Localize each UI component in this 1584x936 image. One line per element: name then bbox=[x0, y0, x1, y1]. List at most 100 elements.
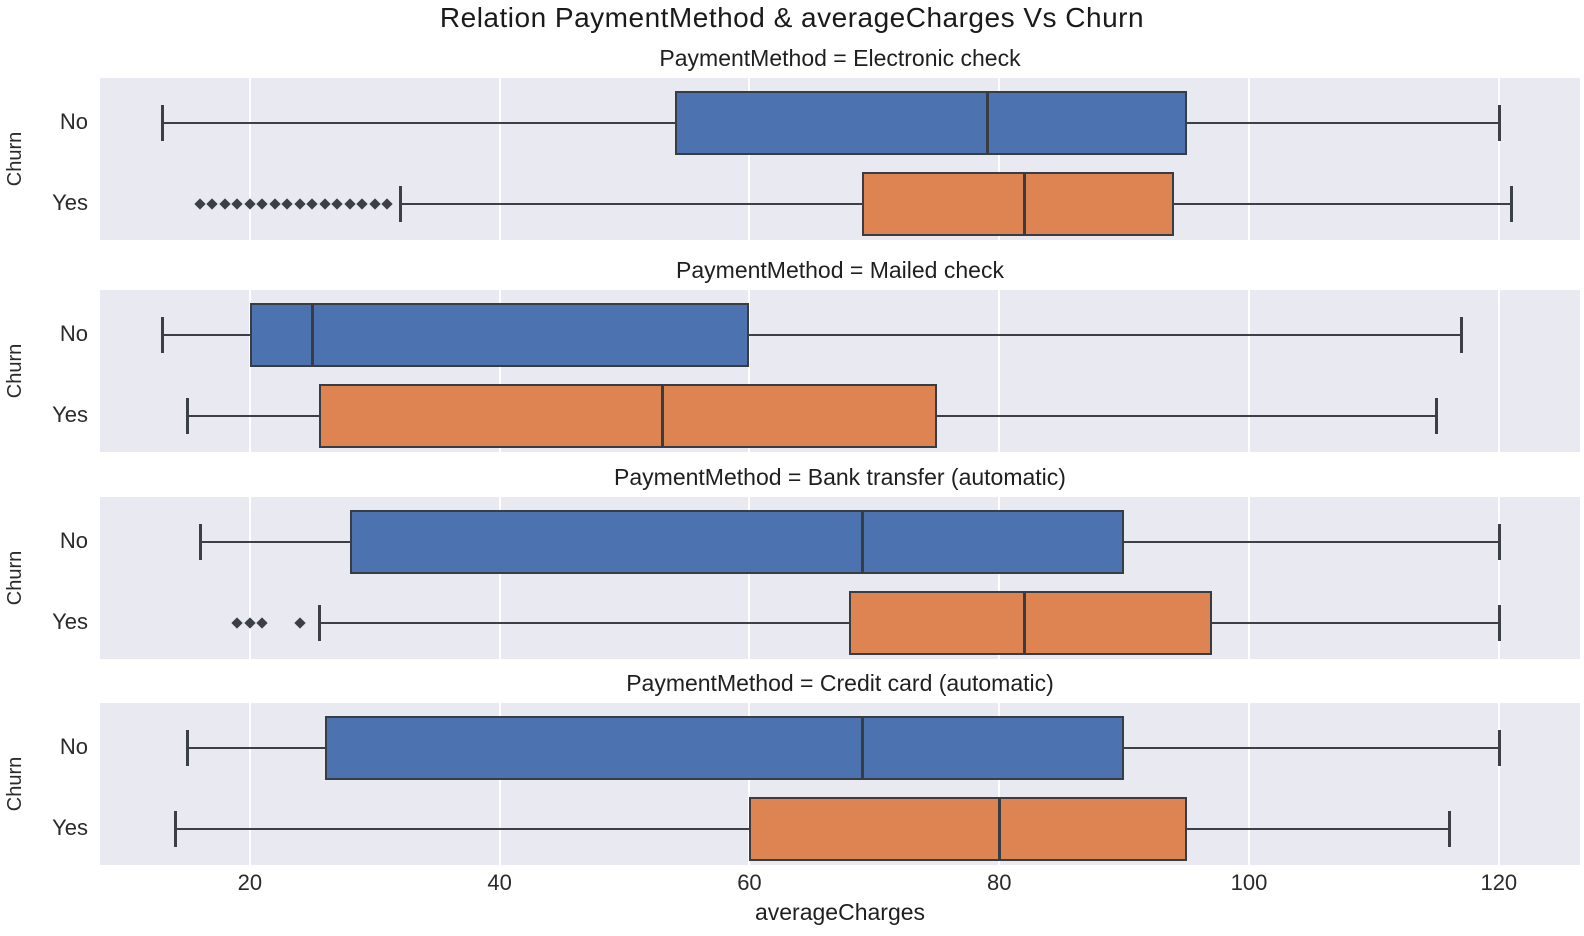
facet-panel: Churn No Yes bbox=[4, 703, 1580, 865]
x-tick-label: 80 bbox=[986, 870, 1012, 895]
facet-panel: Churn No Yes bbox=[4, 497, 1580, 659]
whisker-cap bbox=[186, 398, 190, 434]
whisker-cap bbox=[173, 811, 177, 847]
whisker-right bbox=[749, 334, 1462, 336]
facet-panel: Churn No Yes bbox=[4, 290, 1580, 452]
y-axis-label: Churn bbox=[4, 131, 26, 187]
x-axis-label: averageCharges bbox=[754, 899, 926, 925]
whisker-left bbox=[174, 828, 750, 830]
gridline bbox=[998, 290, 1001, 452]
median-line bbox=[1023, 172, 1027, 236]
outlier-diamond bbox=[369, 198, 381, 210]
box-no bbox=[349, 510, 1125, 574]
outlier-diamond bbox=[306, 198, 318, 210]
outlier-diamond bbox=[331, 198, 343, 210]
outlier-diamond bbox=[356, 198, 368, 210]
gridline bbox=[748, 290, 751, 452]
box-no bbox=[249, 303, 750, 367]
outlier-diamond bbox=[219, 198, 231, 210]
outlier-diamond bbox=[269, 198, 281, 210]
x-tick-label: 120 bbox=[1480, 870, 1518, 895]
median-line bbox=[1023, 591, 1027, 655]
whisker-right bbox=[1211, 622, 1499, 624]
y-axis-label: Churn bbox=[4, 756, 26, 812]
y-axis-label: Churn bbox=[4, 550, 26, 606]
x-tick-label: 20 bbox=[237, 870, 263, 895]
x-tick-label: 40 bbox=[487, 870, 512, 895]
whisker-cap bbox=[1497, 524, 1501, 560]
gridline bbox=[998, 497, 1001, 659]
outlier-diamond bbox=[281, 198, 293, 210]
whisker-right bbox=[1186, 828, 1449, 830]
box-yes bbox=[861, 172, 1175, 236]
outlier-diamond bbox=[244, 198, 256, 210]
gridline bbox=[248, 78, 251, 240]
outlier-diamond bbox=[256, 198, 269, 210]
whisker-left bbox=[199, 541, 350, 543]
y-tick-label: Yes bbox=[52, 815, 88, 840]
gridline bbox=[498, 497, 501, 659]
outlier-diamond bbox=[256, 617, 269, 629]
whisker-cap bbox=[1460, 317, 1464, 353]
x-tick-label: 60 bbox=[737, 870, 762, 895]
outlier-diamond bbox=[294, 617, 306, 629]
whisker-right bbox=[1124, 747, 1499, 749]
gridline bbox=[748, 497, 751, 659]
y-tick-label: No bbox=[59, 109, 88, 134]
whisker-cap bbox=[198, 524, 202, 560]
median-line bbox=[998, 797, 1002, 861]
outlier-diamond bbox=[231, 617, 244, 629]
gridline bbox=[1248, 497, 1251, 659]
median-line bbox=[860, 510, 864, 574]
y-tick-label: Yes bbox=[52, 402, 88, 427]
y-axis-label: Churn bbox=[4, 343, 26, 399]
whisker-cap bbox=[1447, 811, 1451, 847]
gridline bbox=[248, 290, 251, 452]
whisker-cap bbox=[1497, 105, 1501, 141]
median-line bbox=[661, 384, 665, 448]
y-tick-label: Yes bbox=[52, 190, 88, 215]
gridline bbox=[1248, 78, 1251, 240]
gridline bbox=[248, 703, 251, 865]
outlier-diamond bbox=[381, 198, 393, 210]
facet-title: PaymentMethod = Electronic check bbox=[659, 45, 1021, 71]
gridline bbox=[998, 703, 1001, 865]
whisker-cap bbox=[1497, 730, 1501, 766]
median-line bbox=[311, 303, 315, 367]
y-tick-label: No bbox=[59, 734, 88, 759]
whisker-cap bbox=[317, 605, 321, 641]
whisker-cap bbox=[1435, 398, 1439, 434]
outlier-diamond bbox=[194, 198, 206, 210]
gridline bbox=[998, 78, 1001, 240]
gridline bbox=[1497, 497, 1500, 659]
facet-panel: Churn No Yes bbox=[4, 78, 1580, 240]
whisker-cap bbox=[1510, 186, 1514, 222]
facet-title: PaymentMethod = Bank transfer (automatic… bbox=[614, 464, 1066, 490]
whisker-right bbox=[936, 415, 1437, 417]
whisker-left bbox=[187, 747, 325, 749]
whisker-right bbox=[1124, 541, 1499, 543]
outlier-diamond bbox=[206, 198, 219, 210]
box-yes bbox=[318, 384, 937, 448]
median-line bbox=[985, 91, 989, 155]
whisker-cap bbox=[161, 317, 165, 353]
outlier-diamond bbox=[294, 198, 306, 210]
whisker-left bbox=[162, 122, 675, 124]
whisker-right bbox=[1186, 122, 1499, 124]
gridline bbox=[1248, 290, 1251, 452]
y-tick-label: No bbox=[59, 321, 88, 346]
whisker-cap bbox=[1497, 605, 1501, 641]
box-no bbox=[674, 91, 1187, 155]
y-tick-label: No bbox=[59, 528, 88, 553]
whisker-cap bbox=[186, 730, 190, 766]
y-tick-label: Yes bbox=[52, 609, 88, 634]
box-no bbox=[324, 716, 1125, 780]
outlier-diamond bbox=[244, 617, 256, 629]
whisker-left bbox=[318, 622, 850, 624]
whisker-left bbox=[187, 415, 319, 417]
gridline bbox=[498, 290, 501, 452]
whisker-cap bbox=[161, 105, 165, 141]
box-yes bbox=[849, 591, 1212, 655]
whisker-left bbox=[399, 203, 862, 205]
